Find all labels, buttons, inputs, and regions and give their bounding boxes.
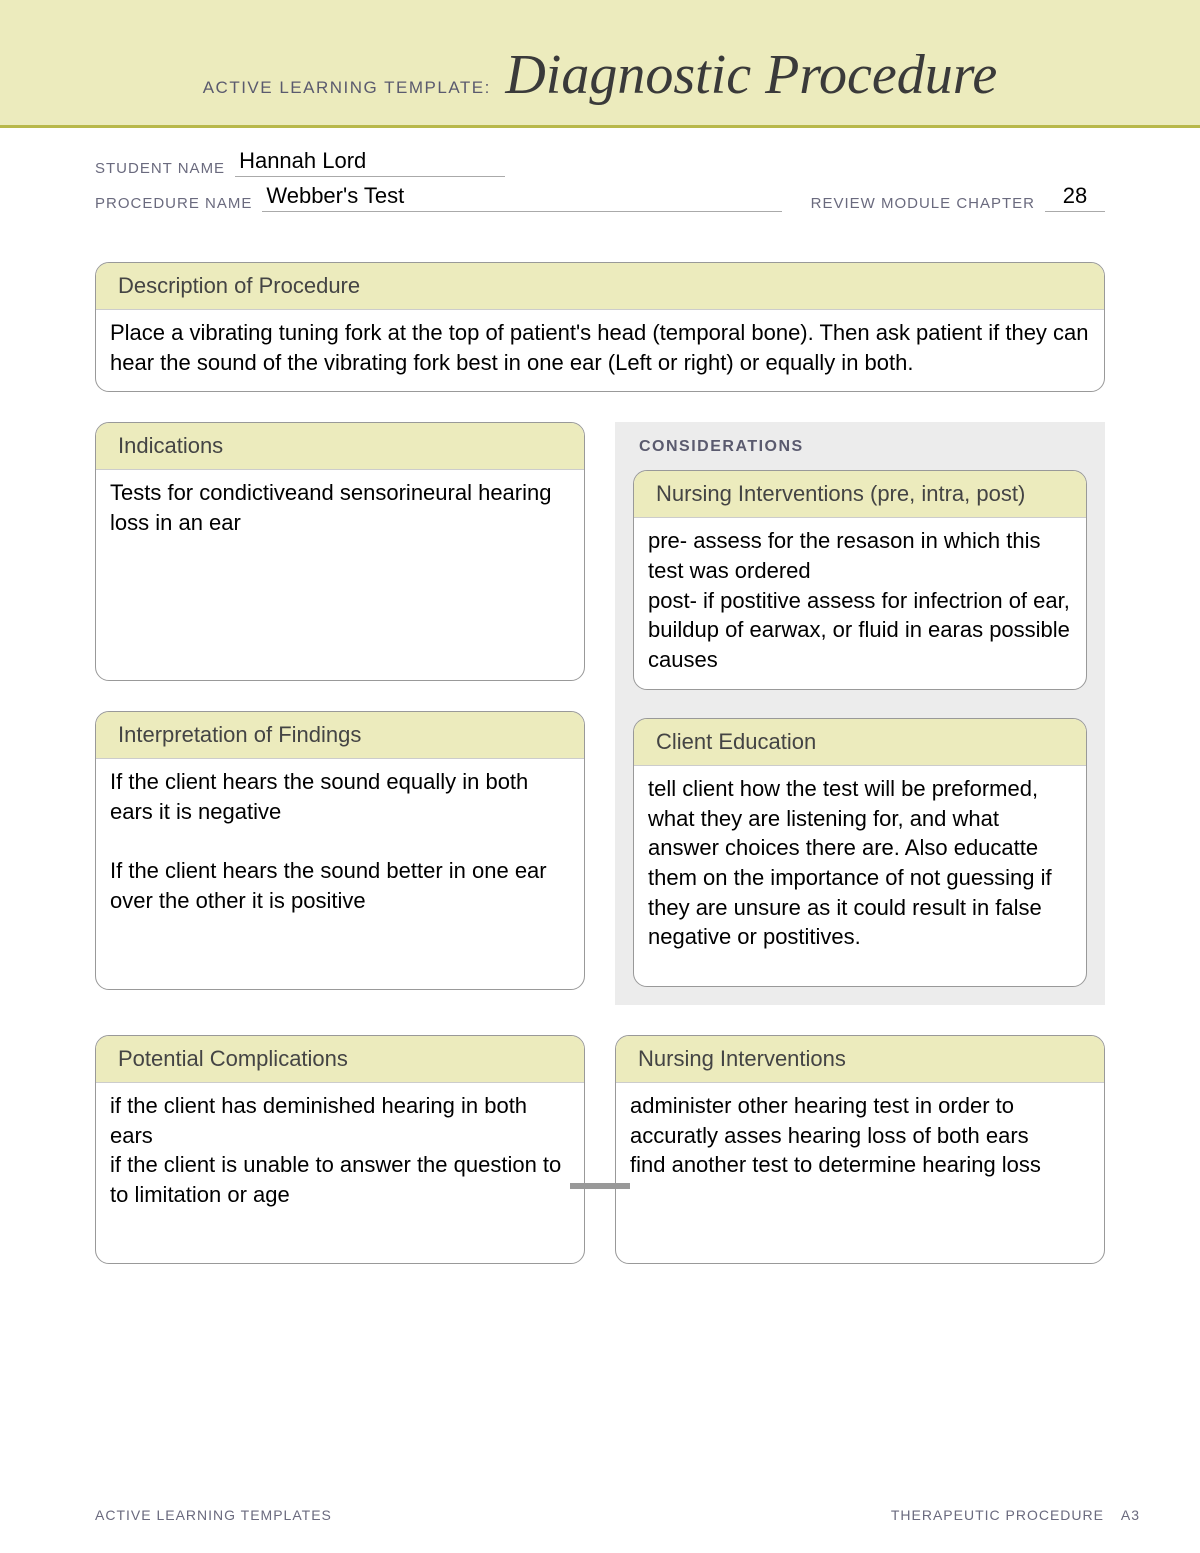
- procedure-row: PROCEDURE NAME Webber's Test REVIEW MODU…: [95, 183, 1105, 212]
- procedure-value: Webber's Test: [262, 183, 782, 212]
- procedure-label: PROCEDURE NAME: [95, 195, 252, 212]
- description-body: Place a vibrating tuning fork at the top…: [96, 310, 1104, 391]
- footer-right-text: THERAPEUTIC PROCEDURE: [891, 1507, 1104, 1523]
- indications-body: Tests for condictiveand sensorineural he…: [96, 470, 584, 680]
- col-left-2: Indications Tests for condictiveand sens…: [95, 422, 585, 1004]
- footer: ACTIVE LEARNING TEMPLATES THERAPEUTIC PR…: [95, 1507, 1140, 1523]
- header-band: ACTIVE LEARNING TEMPLATE: Diagnostic Pro…: [0, 0, 1200, 128]
- student-row: STUDENT NAME Hannah Lord: [95, 148, 1105, 177]
- template-label: ACTIVE LEARNING TEMPLATE:: [203, 78, 491, 97]
- chapter-value: 28: [1045, 183, 1105, 212]
- client-ed-title: Client Education: [634, 719, 1086, 766]
- client-ed-card: Client Education tell client how the tes…: [633, 718, 1087, 987]
- content-area: Description of Procedure Place a vibrati…: [95, 262, 1105, 1264]
- considerations-panel: CONSIDERATIONS Nursing Interventions (pr…: [615, 422, 1105, 1004]
- complications-title: Potential Complications: [96, 1036, 584, 1083]
- interpretation-body: If the client hears the sound equally in…: [96, 759, 584, 989]
- interpretation-title: Interpretation of Findings: [96, 712, 584, 759]
- client-ed-body: tell client how the test will be preform…: [634, 766, 1086, 986]
- nursing-pre-title: Nursing Interventions (pre, intra, post): [634, 471, 1086, 518]
- student-label: STUDENT NAME: [95, 160, 225, 177]
- template-title: Diagnostic Procedure: [505, 44, 997, 106]
- nursing-pre-card: Nursing Interventions (pre, intra, post)…: [633, 470, 1087, 689]
- student-value: Hannah Lord: [235, 148, 505, 177]
- interpretation-card: Interpretation of Findings If the client…: [95, 711, 585, 990]
- footer-right: THERAPEUTIC PROCEDURE A3: [891, 1507, 1140, 1523]
- footer-left: ACTIVE LEARNING TEMPLATES: [95, 1507, 332, 1523]
- chapter-label: REVIEW MODULE CHAPTER: [811, 195, 1035, 212]
- nursing2-title: Nursing Interventions: [616, 1036, 1104, 1083]
- header-content: ACTIVE LEARNING TEMPLATE: Diagnostic Pro…: [0, 43, 1200, 107]
- complications-body: if the client has deminished hearing in …: [96, 1083, 584, 1263]
- description-title: Description of Procedure: [96, 263, 1104, 310]
- complications-card: Potential Complications if the client ha…: [95, 1035, 585, 1264]
- nursing2-card: Nursing Interventions administer other h…: [615, 1035, 1105, 1264]
- row-4: Potential Complications if the client ha…: [95, 1035, 1105, 1264]
- nursing2-body: administer other hearing test in order t…: [616, 1083, 1104, 1263]
- considerations-label: CONSIDERATIONS: [633, 422, 1087, 470]
- connector-line: [570, 1183, 630, 1189]
- indications-card: Indications Tests for condictiveand sens…: [95, 422, 585, 681]
- indications-title: Indications: [96, 423, 584, 470]
- row-2: Indications Tests for condictiveand sens…: [95, 422, 1105, 1004]
- footer-page: A3: [1121, 1507, 1140, 1523]
- description-card: Description of Procedure Place a vibrati…: [95, 262, 1105, 392]
- nursing-pre-body: pre- assess for the resason in which thi…: [634, 518, 1086, 688]
